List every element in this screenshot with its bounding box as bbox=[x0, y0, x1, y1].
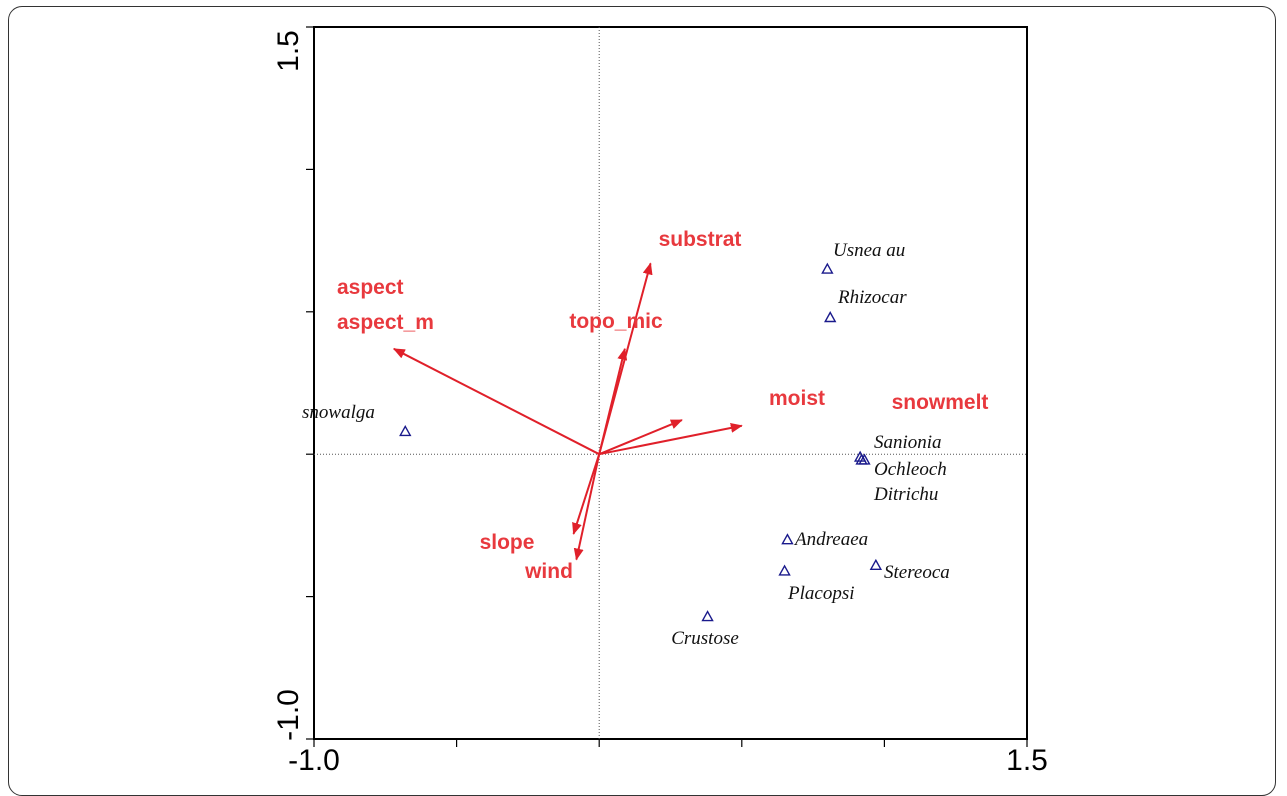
species-label-usnea-au: Usnea au bbox=[833, 240, 905, 261]
arrow-topo-mic bbox=[598, 347, 628, 455]
species-label-sanionia: Sanionia bbox=[874, 432, 942, 453]
species-label-snowalga: snowalga bbox=[302, 402, 375, 423]
y-tick-label-max: 1.5 bbox=[272, 30, 305, 72]
species-point-andreaea bbox=[781, 533, 794, 545]
env-label-aspect: aspect bbox=[337, 276, 404, 299]
zero-lines bbox=[314, 27, 1027, 739]
arrow-wind bbox=[573, 453, 601, 561]
arrow-snowmelt bbox=[599, 422, 743, 456]
species-label-crustose: Crustose bbox=[671, 628, 739, 649]
arrow-aspect-m bbox=[392, 347, 600, 456]
env-label-slope: slope bbox=[480, 531, 535, 554]
species-label-placopsi: Placopsi bbox=[787, 583, 855, 604]
species-point-crustose bbox=[701, 610, 714, 622]
arrow-moist bbox=[598, 419, 683, 456]
x-tick-label-min: -1.0 bbox=[288, 744, 340, 777]
figure-frame bbox=[8, 6, 1276, 796]
env-label-topo-mic: topo_mic bbox=[569, 310, 663, 333]
species-label-ochleoch: Ochleoch bbox=[874, 459, 947, 480]
species-point-ochleoch bbox=[858, 453, 871, 465]
axis-tick-labels: -1.0 1.5 1.5 -1.0 bbox=[272, 30, 1048, 777]
arrow-slope bbox=[572, 453, 601, 535]
species-point-ditrichu bbox=[853, 450, 867, 462]
species-points: Usnea au Rhizocar snowalga Sanionia Ochleoch… bbox=[302, 240, 950, 649]
species-label-stereoca: Stereoca bbox=[884, 562, 950, 583]
x-tick-label-max: 1.5 bbox=[1006, 744, 1048, 777]
env-label-moist: moist bbox=[769, 387, 825, 410]
species-label-rhizocar: Rhizocar bbox=[837, 287, 907, 308]
env-label-wind: wind bbox=[524, 560, 573, 583]
y-tick-label-min: -1.0 bbox=[272, 689, 305, 741]
species-point-placopsi bbox=[778, 564, 791, 576]
species-point-stereoca bbox=[869, 558, 883, 570]
species-point-snowalga bbox=[399, 424, 412, 437]
species-label-ditrichu: Ditrichu bbox=[873, 484, 938, 505]
species-label-andreaea: Andreaea bbox=[793, 529, 868, 550]
env-label-substrat: substrat bbox=[659, 228, 742, 251]
species-point-usnea-au bbox=[821, 262, 834, 274]
env-label-snowmelt: snowmelt bbox=[892, 391, 989, 414]
ordination-biplot: -1.0 1.5 1.5 -1.0 substrat topo_mic aspect asp… bbox=[272, 26, 1048, 777]
env-label-aspect-m: aspect_m bbox=[337, 311, 434, 334]
axis-ticks bbox=[306, 26, 1028, 747]
species-point-rhizocar bbox=[824, 311, 837, 323]
plot-area bbox=[313, 26, 1028, 740]
